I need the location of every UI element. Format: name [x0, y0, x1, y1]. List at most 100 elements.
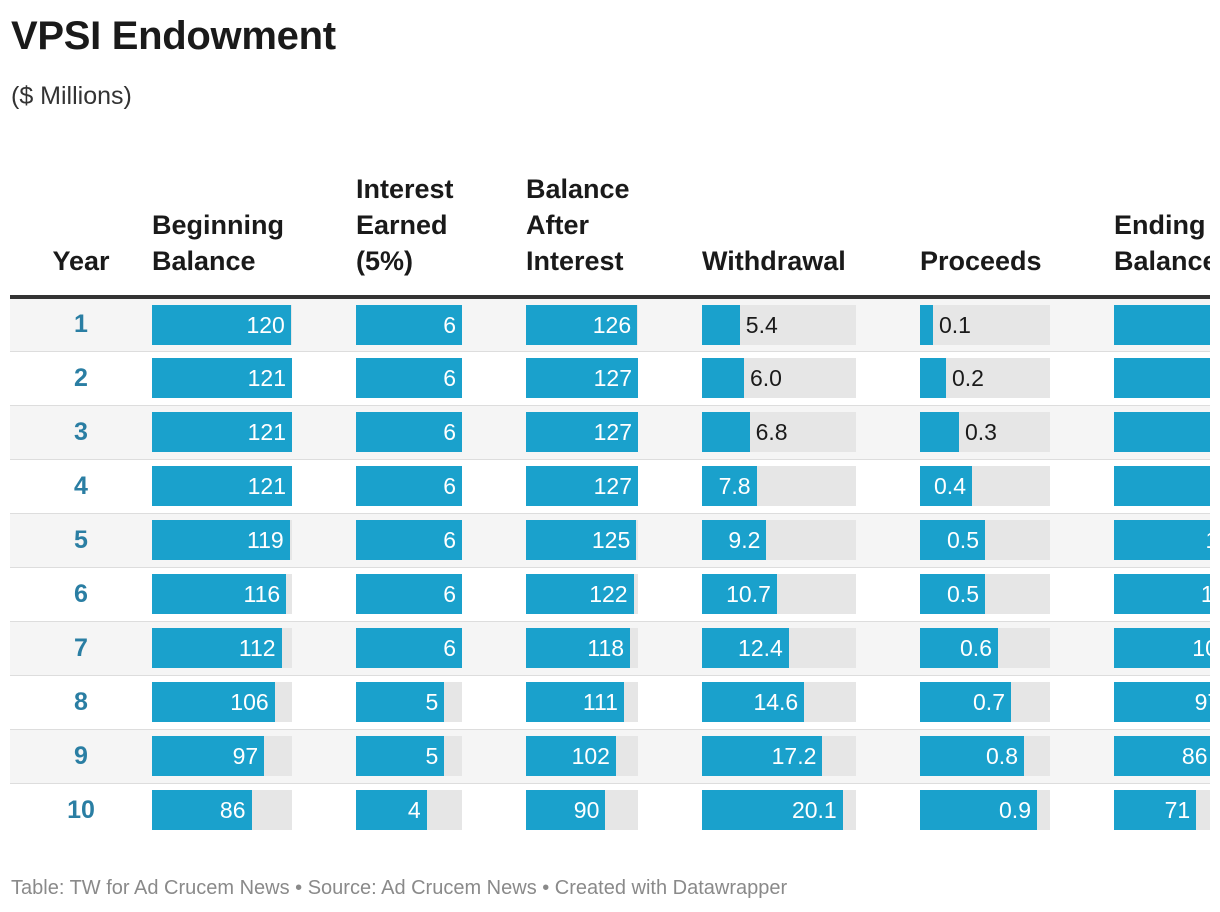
beginning-balance-bar	[152, 790, 252, 831]
beginning-balance-value: 97	[232, 743, 259, 769]
ending-balance-cell: 119	[1114, 458, 1210, 513]
beginning-balance-cell: 86	[152, 782, 356, 837]
proceeds-bar-track: 0.9	[920, 790, 1050, 831]
proceeds-value: 0.2	[952, 365, 984, 391]
beginning-balance-value: 121	[247, 473, 286, 499]
interest-earned-bar	[356, 304, 462, 345]
balance-after-interest-cell: 122	[526, 566, 702, 621]
header-balance-after-interest[interactable]: Balance After Interest	[526, 165, 702, 299]
year-cell: 10	[10, 782, 152, 837]
beginning-balance-cell: 116	[152, 566, 356, 621]
balance-after-interest-bar	[526, 628, 631, 668]
balance-after-interest-bar-track: 118	[526, 628, 638, 668]
proceeds-cell: 0.5	[920, 512, 1114, 567]
header-year[interactable]: Year	[10, 165, 152, 299]
withdrawal-cell: 10.7	[702, 566, 920, 621]
ending-balance-bar	[1114, 574, 1210, 614]
withdrawal-cell: 6.8	[702, 404, 920, 459]
ending-balance-bar	[1114, 412, 1210, 452]
balance-after-interest-bar	[526, 736, 616, 776]
withdrawal-bar-track: 7.8	[702, 466, 856, 506]
year-cell: 5	[10, 512, 152, 567]
proceeds-value: 0.5	[947, 581, 979, 607]
withdrawal-value: 10.7	[726, 581, 771, 607]
proceeds-bar-track: 0.6	[920, 628, 1050, 668]
ending-balance-cell: 116	[1114, 512, 1210, 567]
balance-after-interest-bar	[526, 520, 637, 560]
proceeds-bar-track: 0.5	[920, 574, 1050, 614]
header-interest-earned[interactable]: Interest Earned (5%)	[356, 165, 526, 299]
beginning-balance-bar	[152, 628, 282, 668]
balance-after-interest-cell: 111	[526, 674, 702, 729]
balance-after-interest-bar-track: 102	[526, 736, 638, 776]
withdrawal-value: 9.2	[728, 527, 761, 553]
table-row: 9 97 5 102 17.2 0.8 86	[10, 728, 1210, 783]
header-withdrawal[interactable]: Withdrawal	[702, 165, 920, 299]
ending-balance-bar	[1114, 790, 1197, 831]
proceeds-cell: 0.8	[920, 728, 1114, 783]
table-row: 4 121 6 127 7.8 0.4 119	[10, 458, 1210, 513]
interest-earned-bar-track: 6	[356, 574, 462, 614]
balance-after-interest-value: 111	[582, 689, 618, 715]
header-beginning-balance[interactable]: Beginning Balance	[152, 165, 356, 299]
ending-balance-bar	[1114, 682, 1210, 722]
ending-balance-bar-track: 106	[1114, 628, 1210, 668]
beginning-balance-bar-track: 121	[152, 358, 292, 398]
ending-balance-value: 106	[1192, 635, 1210, 661]
ending-balance-bar	[1114, 628, 1210, 668]
ending-balance-value: 97	[1194, 689, 1210, 715]
ending-balance-bar-track: 121	[1114, 304, 1210, 345]
beginning-balance-bar	[152, 520, 290, 560]
withdrawal-cell: 5.4	[702, 297, 920, 351]
withdrawal-bar	[702, 520, 767, 560]
header-ending-balance[interactable]: Ending Balance	[1114, 165, 1210, 299]
interest-earned-bar-track: 4	[356, 790, 462, 831]
beginning-balance-value: 112	[238, 635, 276, 661]
interest-earned-bar	[356, 628, 462, 668]
balance-after-interest-bar-track: 111	[526, 682, 638, 722]
proceeds-cell: 0.4	[920, 458, 1114, 513]
interest-earned-bar-track: 6	[356, 466, 462, 506]
ending-balance-value: 116	[1206, 520, 1210, 560]
withdrawal-bar-track: 12.4	[702, 628, 856, 668]
withdrawal-bar-track: 9.2	[702, 520, 856, 560]
withdrawal-cell: 14.6	[702, 674, 920, 729]
ending-balance-bar-track: 97	[1114, 682, 1210, 722]
withdrawal-bar	[702, 466, 757, 506]
balance-after-interest-value: 125	[591, 527, 631, 553]
withdrawal-value: 6.0	[750, 365, 782, 391]
interest-earned-cell: 4	[356, 782, 526, 837]
withdrawal-bar-track: 10.7	[702, 574, 856, 614]
beginning-balance-cell: 121	[152, 458, 356, 513]
withdrawal-value: 14.6	[753, 689, 799, 715]
balance-after-interest-value: 127	[593, 365, 632, 391]
proceeds-value: 0.1	[939, 311, 971, 338]
ending-balance-cell: 97	[1114, 674, 1210, 729]
balance-after-interest-cell: 127	[526, 404, 702, 459]
beginning-balance-bar	[152, 466, 292, 506]
ending-balance-cell: 121	[1114, 350, 1210, 405]
beginning-balance-value: 121	[247, 419, 286, 445]
balance-after-interest-bar-track: 126	[526, 304, 638, 345]
year-cell: 9	[10, 728, 152, 783]
beginning-balance-bar	[152, 736, 265, 776]
proceeds-bar	[920, 628, 998, 668]
header-proceeds[interactable]: Proceeds	[920, 165, 1114, 299]
withdrawal-bar-track: 6.8	[702, 412, 856, 452]
interest-earned-cell: 6	[356, 350, 526, 405]
proceeds-bar	[920, 736, 1024, 776]
proceeds-cell: 0.5	[920, 566, 1114, 621]
withdrawal-cell: 17.2	[702, 728, 920, 783]
year-cell: 7	[10, 620, 152, 675]
interest-earned-value: 6	[443, 365, 456, 391]
beginning-balance-bar	[152, 412, 292, 452]
ending-balance-cell: 121	[1114, 404, 1210, 459]
beginning-balance-bar	[152, 358, 292, 398]
interest-earned-bar	[356, 412, 462, 452]
interest-earned-cell: 6	[356, 404, 526, 459]
ending-balance-bar-track: 86	[1114, 736, 1210, 776]
beginning-balance-cell: 119	[152, 512, 356, 567]
withdrawal-value: 6.8	[755, 419, 788, 445]
proceeds-bar-track: 0.8	[920, 736, 1050, 776]
table-row: 8 106 5 111 14.6 0.7 97	[10, 674, 1210, 729]
